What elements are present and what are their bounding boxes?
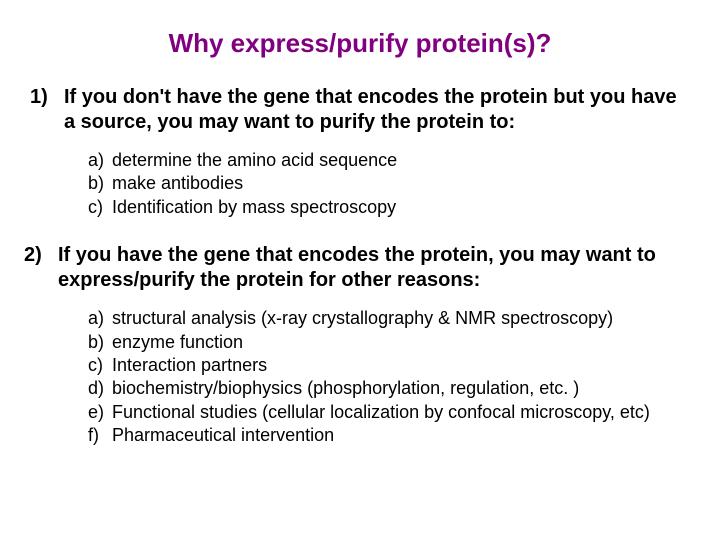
sub-marker: c) xyxy=(88,196,112,219)
sub-text: enzyme function xyxy=(112,331,690,354)
list-text: If you don't have the gene that encodes … xyxy=(64,85,690,135)
slide-title: Why express/purify protein(s)? xyxy=(30,28,690,59)
section: 2) If you have the gene that encodes the… xyxy=(30,243,690,293)
sub-marker: a) xyxy=(88,307,112,330)
sub-list-item: c) Interaction partners xyxy=(88,354,690,377)
sub-text: structural analysis (x-ray crystallograp… xyxy=(112,307,690,330)
slide: Why express/purify protein(s)? 1) If you… xyxy=(0,0,720,540)
sub-list: a) structural analysis (x-ray crystallog… xyxy=(88,307,690,447)
sub-list-item: a) structural analysis (x-ray crystallog… xyxy=(88,307,690,330)
list-item: 2) If you have the gene that encodes the… xyxy=(24,243,690,293)
sub-marker: f) xyxy=(88,424,112,447)
list-text: If you have the gene that encodes the pr… xyxy=(58,243,690,293)
sub-list-item: f) Pharmaceutical intervention xyxy=(88,424,690,447)
sub-marker: e) xyxy=(88,401,112,424)
sub-text: biochemistry/biophysics (phosphorylation… xyxy=(112,377,690,400)
sub-text: Identification by mass spectroscopy xyxy=(112,196,690,219)
sub-marker: a) xyxy=(88,149,112,172)
list-marker: 1) xyxy=(30,85,64,135)
sub-text: Pharmaceutical intervention xyxy=(112,424,690,447)
sub-marker: d) xyxy=(88,377,112,400)
sub-marker: b) xyxy=(88,331,112,354)
sub-text: make antibodies xyxy=(112,172,690,195)
sub-marker: b) xyxy=(88,172,112,195)
sub-list-item: c) Identification by mass spectroscopy xyxy=(88,196,690,219)
sub-list-item: d) biochemistry/biophysics (phosphorylat… xyxy=(88,377,690,400)
sub-list: a) determine the amino acid sequence b) … xyxy=(88,149,690,219)
sub-text: Interaction partners xyxy=(112,354,690,377)
list-marker: 2) xyxy=(24,243,58,293)
sub-list-item: a) determine the amino acid sequence xyxy=(88,149,690,172)
sub-list-item: b) make antibodies xyxy=(88,172,690,195)
sub-list-item: e) Functional studies (cellular localiza… xyxy=(88,401,690,424)
sub-text: Functional studies (cellular localizatio… xyxy=(112,401,690,424)
list-item: 1) If you don't have the gene that encod… xyxy=(30,85,690,135)
sub-list-item: b) enzyme function xyxy=(88,331,690,354)
sub-marker: c) xyxy=(88,354,112,377)
sub-text: determine the amino acid sequence xyxy=(112,149,690,172)
